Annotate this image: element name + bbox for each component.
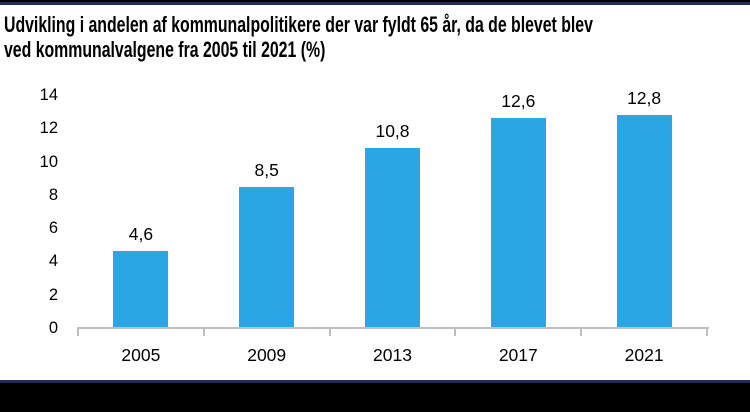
top-border bbox=[0, 0, 750, 2]
bottom-accent-line bbox=[0, 380, 750, 383]
x-axis-line bbox=[78, 327, 709, 329]
chart-title: Udvikling i andelen af kommunalpolitiker… bbox=[4, 12, 593, 62]
x-axis-tick bbox=[580, 327, 583, 336]
x-axis-tick bbox=[706, 327, 708, 336]
bar-value-label: 12,8 bbox=[627, 87, 662, 108]
bar-2005 bbox=[113, 251, 169, 327]
bottom-border bbox=[0, 383, 750, 412]
x-axis-label: 2005 bbox=[121, 345, 161, 365]
y-axis-tick-label: 0 bbox=[48, 319, 58, 337]
bar-2013 bbox=[365, 148, 420, 327]
y-axis-tick-label: 6 bbox=[48, 219, 58, 238]
bar-value-label: 4,6 bbox=[128, 224, 154, 245]
x-axis-tick bbox=[202, 327, 205, 336]
x-axis-label: 2009 bbox=[247, 345, 287, 365]
y-axis-tick-label: 8 bbox=[48, 185, 58, 204]
bar-value-label: 8,5 bbox=[254, 159, 279, 180]
bar-2017 bbox=[490, 118, 546, 327]
x-axis-label: 2013 bbox=[373, 345, 412, 365]
bar-2009 bbox=[239, 186, 295, 327]
y-axis-tick-label: 10 bbox=[39, 152, 58, 171]
x-axis-label: 2021 bbox=[624, 345, 664, 365]
top-accent-line bbox=[0, 2, 750, 5]
x-axis-tick bbox=[77, 327, 79, 336]
y-axis-tick-label: 4 bbox=[48, 252, 58, 271]
y-axis-tick-label: 2 bbox=[48, 285, 58, 304]
bar-value-label: 12,6 bbox=[501, 91, 536, 112]
bar-value-label: 10,8 bbox=[375, 121, 410, 142]
y-axis-tick-label: 14 bbox=[39, 86, 58, 104]
bar-2021 bbox=[616, 114, 672, 327]
x-axis-tick bbox=[328, 327, 331, 336]
x-axis-tick bbox=[454, 327, 457, 336]
x-axis-label: 2017 bbox=[498, 345, 538, 365]
y-axis-tick-label: 12 bbox=[39, 119, 58, 138]
